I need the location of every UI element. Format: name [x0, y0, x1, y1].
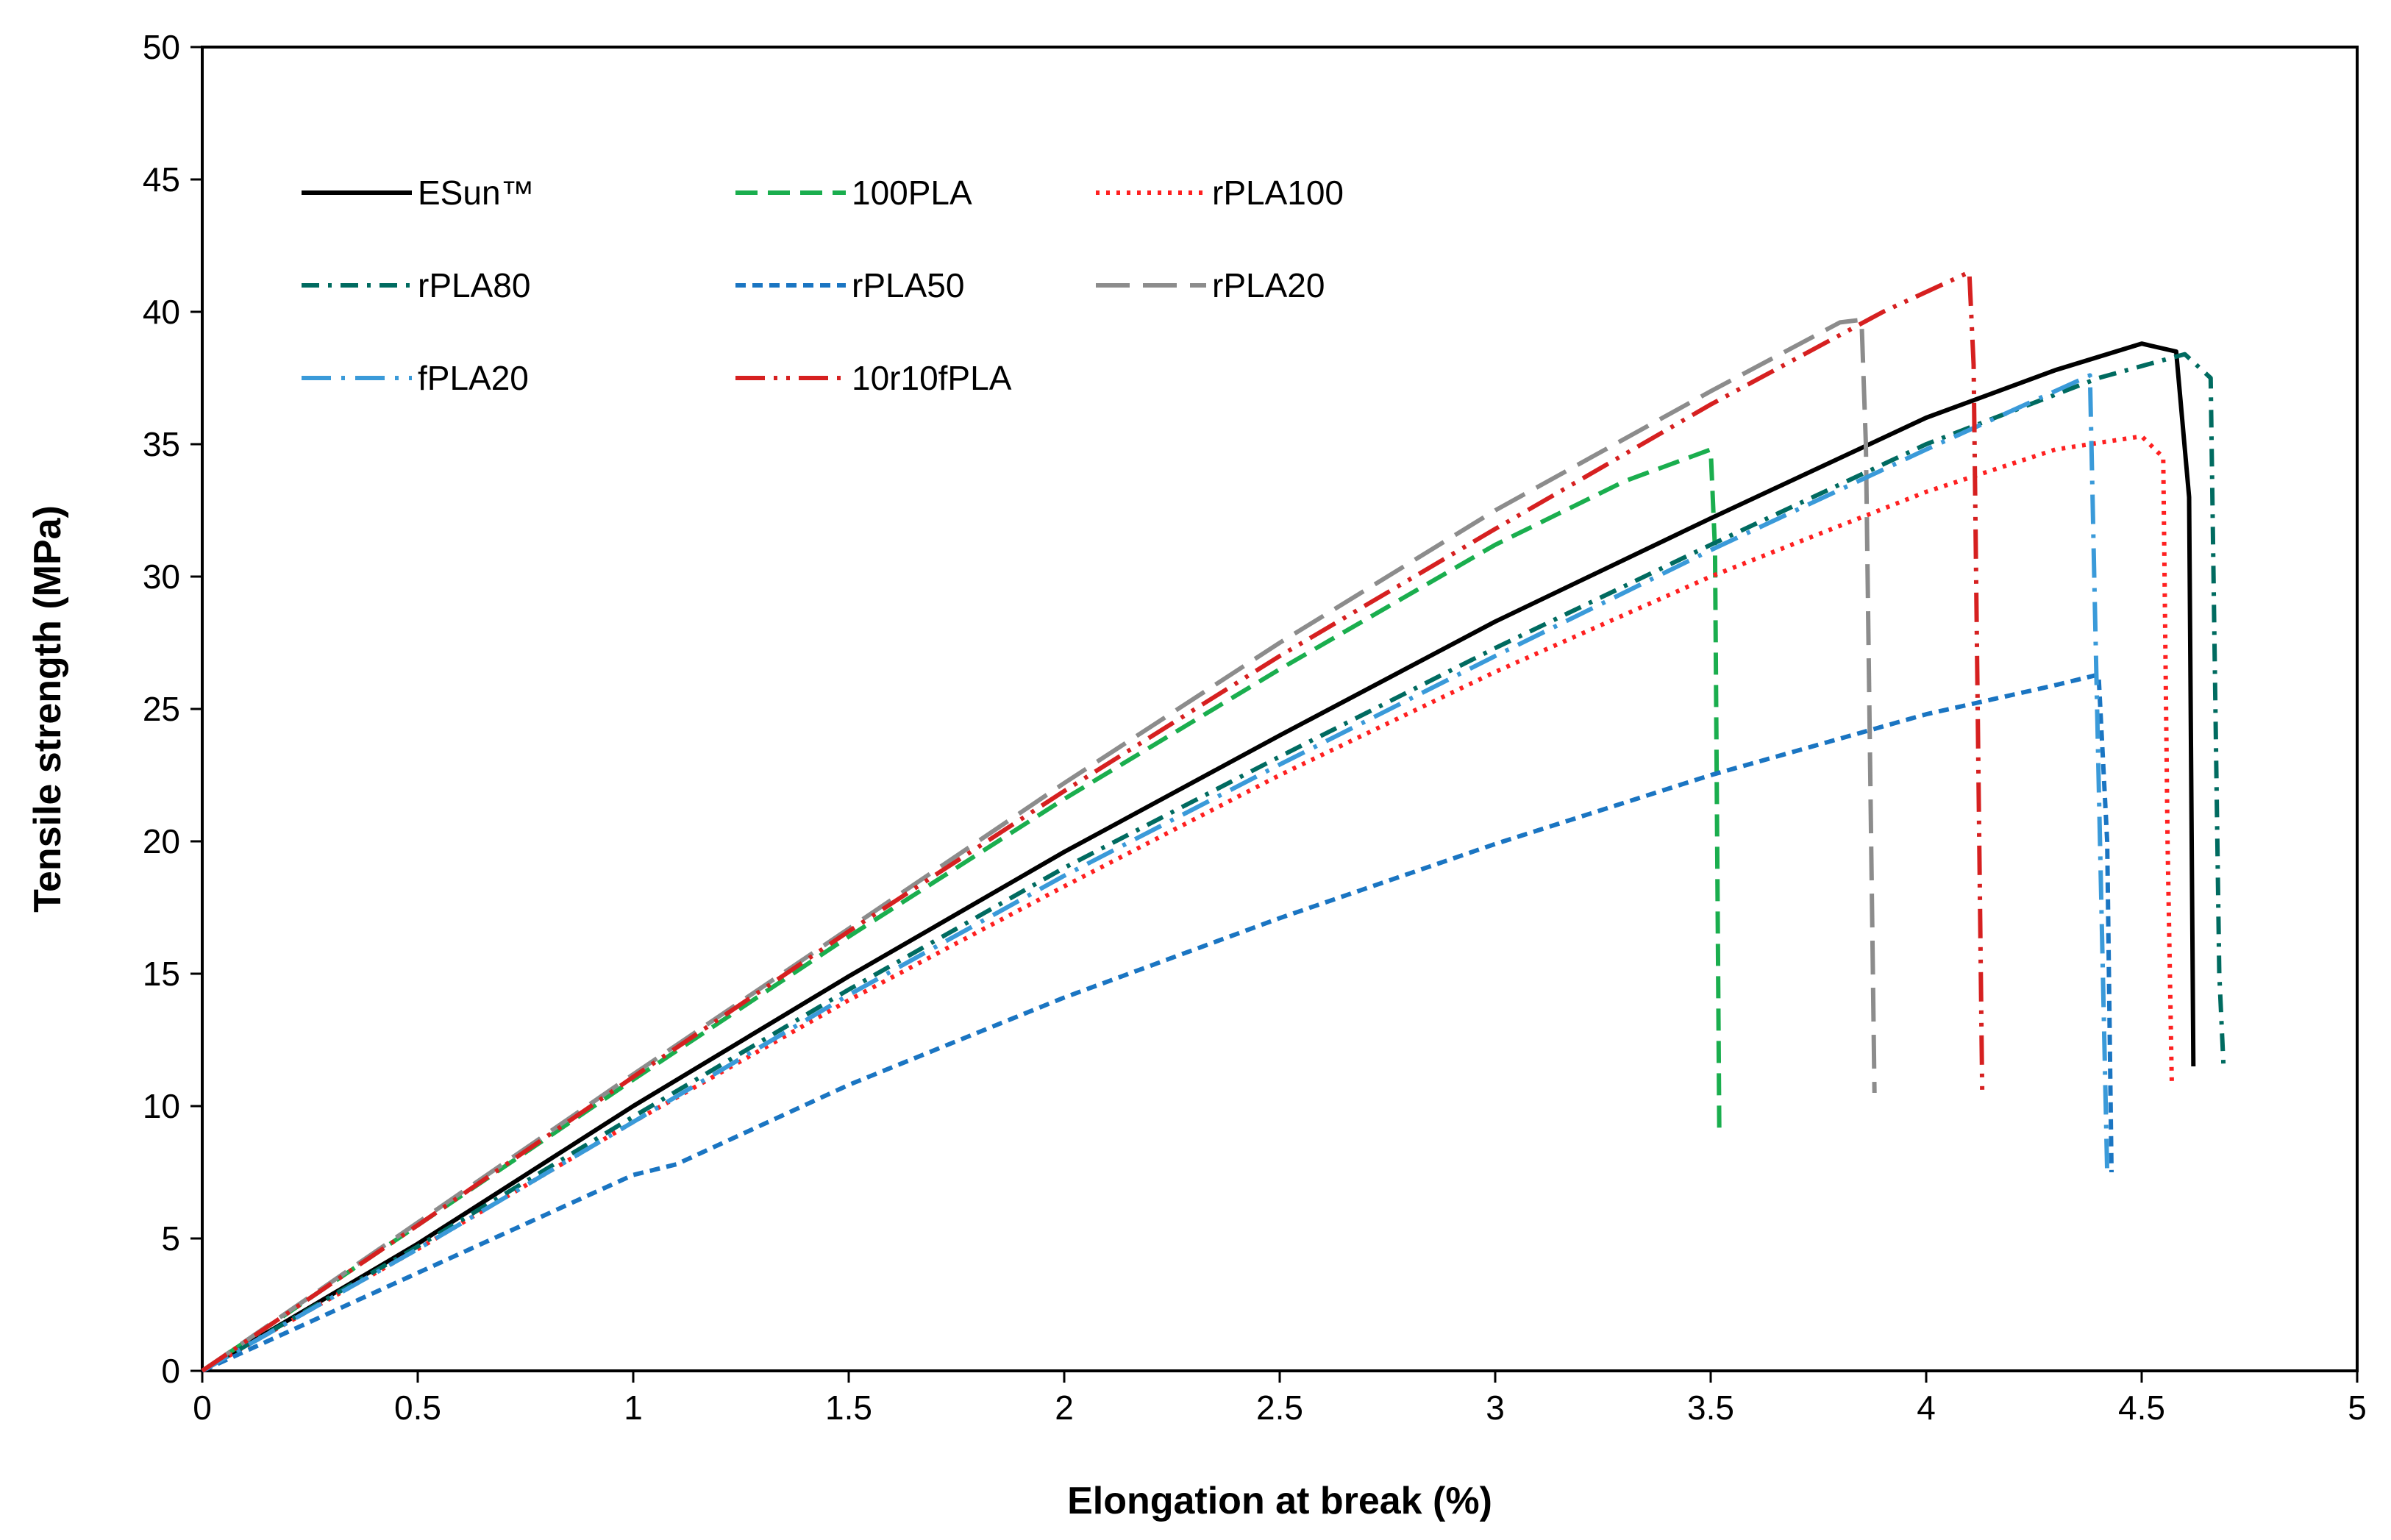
x-tick-label: 3.5: [1687, 1389, 1734, 1427]
x-tick-label: 3: [1486, 1389, 1505, 1427]
legend-label: rPLA80: [418, 266, 530, 304]
y-tick-label: 50: [143, 28, 180, 66]
y-tick-label: 25: [143, 690, 180, 728]
x-tick-label: 0: [193, 1389, 212, 1427]
legend: ESun™ 100PLA rPLA100 rPLA80 rPLA50 rPLA20 fPLA…: [302, 174, 1344, 397]
legend-item: fPLA20: [302, 359, 529, 397]
y-tick-label: 20: [143, 822, 180, 860]
series-line-rpla20: [201, 317, 1877, 1373]
legend-item: rPLA100: [1096, 174, 1344, 212]
legend-item: ESun™: [302, 174, 535, 212]
x-tick-label: 1: [624, 1389, 643, 1427]
x-tick-label: 2.5: [1256, 1389, 1303, 1427]
legend-label: rPLA50: [852, 266, 964, 304]
x-tick-label: 2: [1055, 1389, 1074, 1427]
y-tick-label: 40: [143, 293, 180, 331]
legend-label: 10r10fPLA: [852, 359, 1012, 397]
y-tick-label: 0: [161, 1352, 180, 1390]
series-line-10r10fpla: [201, 270, 1985, 1373]
legend-item: 100PLA: [735, 174, 972, 212]
x-tick-label: 0.5: [394, 1389, 441, 1427]
y-tick-label: 5: [161, 1219, 180, 1258]
legend-label: fPLA20: [418, 359, 529, 397]
legend-label: rPLA20: [1212, 266, 1325, 304]
legend-item: rPLA80: [302, 266, 530, 304]
x-axis-title: Elongation at break (%): [1067, 1480, 1492, 1522]
series-line-fpla20: [201, 373, 2110, 1373]
x-tick-label: 4.5: [2118, 1389, 2165, 1427]
y-tick-label: 30: [143, 557, 180, 596]
legend-item: rPLA50: [735, 266, 964, 304]
legend-item: rPLA20: [1096, 266, 1325, 304]
series-line-rpla50: [201, 672, 2114, 1373]
y-tick-label: 10: [143, 1087, 180, 1125]
y-axis-ticks: 0 5 10 15 20 25 30 35 40 45 50: [143, 28, 202, 1390]
y-tick-label: 15: [143, 955, 180, 993]
x-tick-label: 4: [1917, 1389, 1936, 1427]
series-line-esun: [201, 341, 2196, 1373]
y-axis-title: Tensile strength (MPa): [26, 505, 69, 913]
legend-label: 100PLA: [852, 174, 972, 212]
legend-label: rPLA100: [1212, 174, 1344, 212]
legend-label: ESun™: [418, 174, 535, 212]
series-line-rpla80: [201, 352, 2226, 1373]
legend-item: 10r10fPLA: [735, 359, 1012, 397]
x-tick-label: 1.5: [825, 1389, 872, 1427]
series-lines: [201, 270, 2226, 1373]
y-tick-label: 35: [143, 425, 180, 463]
x-axis-ticks: 0 0.5 1 1.5 2 2.5 3 3.5 4 4.5 5: [193, 1371, 2367, 1427]
y-tick-label: 45: [143, 160, 180, 199]
x-tick-label: 5: [2348, 1389, 2367, 1427]
